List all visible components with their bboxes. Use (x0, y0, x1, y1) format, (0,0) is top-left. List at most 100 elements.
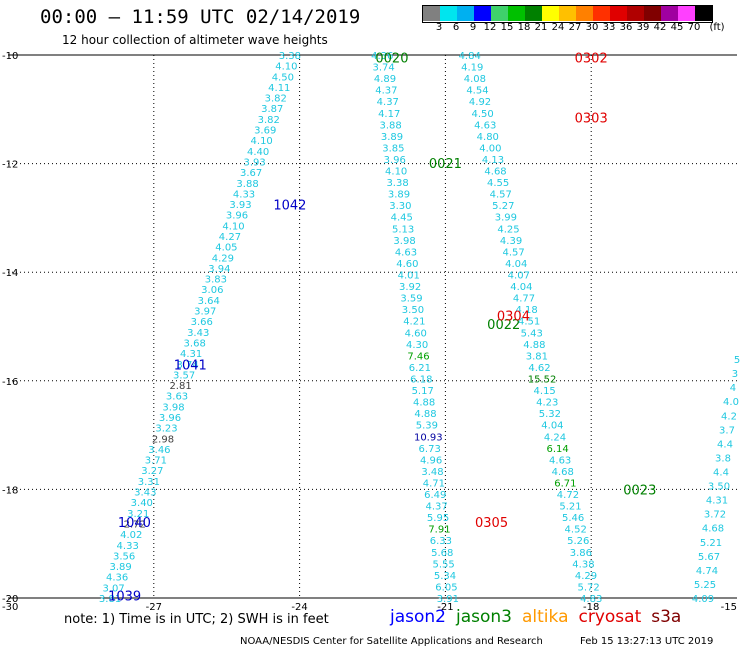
legend-swatch (474, 6, 491, 21)
data-point-label: 3.72 (704, 510, 726, 521)
data-point-label: 4.36 (371, 51, 393, 62)
data-point-label: 4.68 (484, 167, 506, 178)
satellite-legend: jason2 jason3 altika cryosat s3a (390, 607, 691, 627)
satellite-label-cryosat: cryosat (578, 607, 642, 627)
data-point-label: 3.83 (205, 275, 227, 286)
data-point-label: 6.73 (419, 444, 441, 455)
y-tick-label: -10 (2, 51, 18, 62)
data-point-label: 4.50 (471, 109, 493, 120)
legend-swatch (678, 6, 695, 21)
data-point-label: 4.45 (391, 213, 413, 224)
data-point-label: 5.25 (694, 580, 716, 591)
color-legend (422, 5, 713, 23)
track-label: 0022 (487, 318, 520, 333)
data-point-label: 3.99 (495, 213, 517, 224)
data-point-label: 4.51 (518, 317, 540, 328)
data-point-label: 3.89 (381, 132, 403, 143)
data-point-label: 4.88 (523, 340, 545, 351)
data-point-label: 5.67 (698, 552, 720, 563)
data-point-label: 3.92 (399, 282, 421, 293)
data-point-label: 4.10 (251, 136, 273, 147)
data-point-label: 4.50 (272, 72, 294, 83)
data-point-label: 5 (734, 355, 740, 366)
track-label: 0304 (497, 310, 530, 325)
data-point-label: 4.29 (212, 253, 234, 264)
data-point-label: 3.48 (421, 467, 443, 478)
data-point-label: 4.24 (544, 432, 566, 443)
data-point-label: 3.98 (162, 402, 184, 413)
legend-swatch (491, 6, 508, 21)
data-point-label: 6.18 (410, 374, 432, 385)
track-label: 1042 (273, 198, 306, 213)
data-point-label: 4.15 (534, 386, 556, 397)
data-point-label: 4.84 (459, 51, 481, 62)
data-point-label: 4.37 (426, 502, 448, 513)
data-point-label: 3.66 (191, 317, 213, 328)
data-point-label: 4.08 (464, 74, 486, 85)
data-point-label: 5.27 (492, 201, 514, 212)
data-point-label: 4.57 (490, 190, 512, 201)
data-point-label: 4.04 (541, 421, 563, 432)
data-point-label: 3.89 (388, 190, 410, 201)
data-point-label: 4.63 (395, 247, 417, 258)
legend-swatch (661, 6, 678, 21)
data-point-label: 3.94 (208, 264, 230, 275)
data-point-label: 4.01 (398, 271, 420, 282)
data-point-label: 4.21 (403, 317, 425, 328)
data-point-label: 5.95 (427, 513, 449, 524)
data-point-label: 3.31 (138, 477, 160, 488)
x-tick-label: -27 (146, 602, 162, 612)
data-point-label: 2.98 (152, 434, 174, 445)
data-point-label: 3.59 (400, 294, 422, 305)
data-point-label: 3.06 (201, 285, 223, 296)
track-label: 1040 (118, 516, 151, 531)
data-point-label: 4.33 (233, 189, 255, 200)
data-point-label: 2.72 (124, 519, 146, 530)
data-point-label: 3.91 (437, 594, 459, 605)
data-point-label: 4.27 (219, 232, 241, 243)
data-point-label: 3.87 (261, 104, 283, 115)
data-point-label: 4.37 (375, 86, 397, 97)
data-point-label: 3.43 (187, 328, 209, 339)
data-point-label: 3.50 (402, 305, 424, 316)
data-point-label: 3.64 (198, 296, 220, 307)
data-point-label: 3.81 (99, 594, 121, 605)
data-point-label: 4.4 (717, 439, 733, 450)
track-label: 0021 (429, 157, 462, 172)
data-point-label: 4.74 (696, 566, 718, 577)
data-point-label: 3 (732, 369, 738, 380)
y-tick-label: -20 (2, 594, 18, 605)
legend-swatch (440, 6, 457, 21)
data-point-label: 4.71 (423, 478, 445, 489)
data-point-label: 3.8 (715, 453, 731, 464)
data-point-label: 5.21 (559, 502, 581, 513)
data-point-label: 4.80 (477, 132, 499, 143)
data-point-label: 4.89 (374, 74, 396, 85)
page-title: 00:00 – 11:59 UTC 02/14/2019 (40, 6, 361, 28)
legend-unit: (ft) (709, 22, 725, 33)
legend-label: 45 (670, 22, 684, 33)
data-point-label: 4.57 (503, 247, 525, 258)
data-point-label: 3.46 (148, 445, 170, 456)
track-label: 0023 (623, 483, 656, 498)
data-point-label: 5.13 (392, 224, 414, 235)
legend-label: 18 (517, 22, 531, 33)
data-point-label: 4.88 (414, 409, 436, 420)
legend-label: 21 (534, 22, 548, 33)
data-point-label: 3.96 (384, 155, 406, 166)
data-point-label: 3.68 (184, 338, 206, 349)
data-point-label: 3.98 (393, 236, 415, 247)
data-point-label: 6.21 (409, 363, 431, 374)
data-point-label: 4.60 (396, 259, 418, 270)
legend-label: 6 (452, 22, 460, 33)
data-point-label: 3.67 (240, 168, 262, 179)
satellite-label-altika: altika (522, 607, 569, 627)
track-label: 1039 (108, 589, 141, 604)
x-tick-label: -21 (437, 602, 453, 612)
legend-label: 15 (500, 22, 514, 33)
data-point-label: 4.33 (117, 541, 139, 552)
data-point-label: 3.88 (379, 120, 401, 131)
data-point-label: 4.68 (702, 524, 724, 535)
legend-swatch (542, 6, 559, 21)
data-point-label: 5.17 (412, 386, 434, 397)
